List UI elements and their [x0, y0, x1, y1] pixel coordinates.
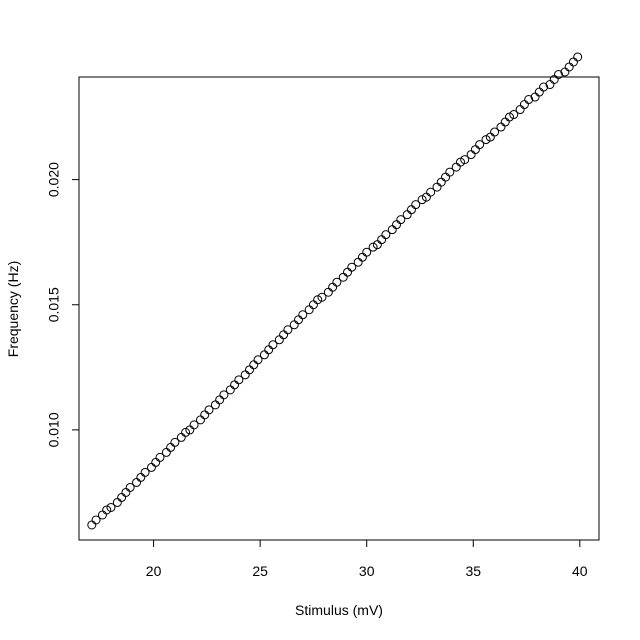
data-point — [417, 195, 427, 205]
y-axis-label: Frequency (Hz) — [5, 261, 21, 357]
x-tick-label: 25 — [252, 563, 268, 579]
data-point — [102, 505, 112, 515]
data-point — [504, 112, 514, 122]
data-point — [189, 420, 199, 430]
data-point — [460, 155, 470, 165]
data-point — [317, 292, 327, 302]
y-tick-label: 0.020 — [46, 162, 62, 197]
x-axis-label: Stimulus (mV) — [295, 602, 383, 618]
data-point — [234, 375, 244, 385]
data-point — [524, 95, 534, 105]
data-point — [347, 262, 357, 272]
data-point — [332, 277, 342, 287]
data-point — [362, 247, 372, 257]
data-point — [573, 52, 583, 62]
data-point — [381, 230, 391, 240]
data-point — [283, 325, 293, 335]
data-point — [396, 215, 406, 225]
data-point — [368, 242, 378, 252]
data-point — [125, 482, 135, 492]
y-tick-label: 0.015 — [46, 287, 62, 322]
data-point — [426, 187, 436, 197]
y-axis: 0.010 0.015 0.020 — [46, 162, 80, 447]
data-point — [490, 127, 500, 137]
data-point — [268, 340, 278, 350]
data-point — [481, 135, 491, 145]
x-axis: 20 25 30 35 40 — [146, 539, 588, 579]
x-tick-label: 35 — [465, 563, 481, 579]
data-point — [170, 437, 180, 447]
x-tick-label: 40 — [572, 563, 588, 579]
data-point — [219, 390, 229, 400]
data-point — [445, 167, 455, 177]
data-point — [204, 405, 214, 415]
data-points — [87, 52, 583, 530]
data-point — [91, 515, 101, 525]
data-point — [411, 200, 421, 210]
data-point — [253, 355, 263, 365]
data-point — [539, 82, 549, 92]
data-point — [475, 140, 485, 150]
data-point — [554, 69, 564, 79]
data-point — [140, 467, 150, 477]
data-point — [106, 502, 116, 512]
y-tick-label: 0.010 — [46, 412, 62, 447]
data-point — [313, 295, 323, 305]
x-tick-label: 20 — [146, 563, 162, 579]
data-point — [298, 310, 308, 320]
data-point — [181, 427, 191, 437]
x-tick-label: 30 — [359, 563, 375, 579]
data-point — [509, 110, 519, 120]
data-point — [455, 157, 465, 167]
data-point — [155, 452, 165, 462]
